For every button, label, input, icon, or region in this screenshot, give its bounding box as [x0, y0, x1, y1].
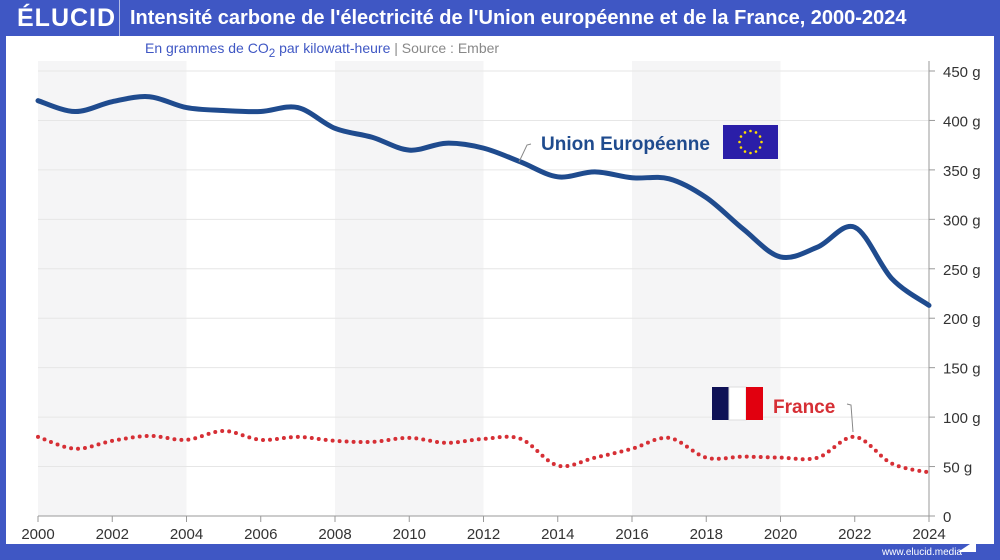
eu-flag-star [758, 135, 762, 138]
y-tick-label: 50 g [943, 460, 972, 477]
x-tick-label: 2014 [541, 526, 574, 543]
x-tick-label: 2004 [170, 526, 203, 543]
x-tick-label: 2020 [764, 526, 797, 543]
y-tick-label: 450 g [943, 64, 981, 81]
series-label-eu: Union Européenne [541, 134, 710, 155]
y-tick-label: 200 g [943, 311, 981, 328]
series-label-france: France [773, 397, 835, 418]
eu-label-leader [518, 143, 532, 163]
eu-flag-star [739, 146, 743, 149]
y-tick-label: 250 g [943, 262, 981, 279]
y-tick-label: 350 g [943, 163, 981, 180]
divider [119, 0, 120, 36]
x-tick-label: 2018 [690, 526, 723, 543]
eu-flag-star [760, 140, 763, 144]
x-tick-label: 2002 [96, 526, 129, 543]
y-tick-label: 100 g [943, 410, 981, 427]
unit-suffix: par kilowatt-heure [275, 40, 391, 56]
x-tick-label: 2024 [912, 526, 945, 543]
eu-flag-star [739, 135, 743, 138]
x-tick-label: 2000 [21, 526, 54, 543]
eu-flag-star [758, 146, 762, 149]
y-tick-label: 0 [943, 509, 951, 526]
y-tick-label: 400 g [943, 113, 981, 130]
eu-flag-star [754, 131, 758, 134]
header: ÉLUCID Intensité carbone de l'électricit… [0, 0, 1000, 36]
y-tick-label: 150 g [943, 361, 981, 378]
source: Source : Ember [401, 40, 500, 56]
unit-prefix: En grammes de CO [145, 40, 269, 56]
chart-title: Intensité carbone de l'électricité de l'… [130, 7, 907, 29]
chart-subtitle: En grammes de CO2 par kilowatt-heure | S… [145, 40, 499, 60]
eu-flag-star [749, 129, 752, 133]
x-tick-label: 2022 [838, 526, 871, 543]
unit-sub: 2 [268, 46, 276, 60]
eu-flag-star [743, 150, 747, 153]
eu-flag-star [749, 151, 752, 155]
x-tick-label: 2006 [244, 526, 277, 543]
x-tick-label: 2012 [467, 526, 500, 543]
y-tick-label: 300 g [943, 212, 981, 229]
x-tick-label: 2010 [393, 526, 426, 543]
france-flag-red [746, 387, 763, 420]
france-label-leader [846, 403, 854, 433]
subtitle-divider: | [394, 40, 398, 56]
shaded-band [335, 61, 484, 516]
elucid-corner-icon [958, 540, 976, 552]
x-tick-label: 2016 [615, 526, 648, 543]
france-flag-white [728, 386, 747, 421]
x-tick-label: 2008 [318, 526, 351, 543]
footer-url[interactable]: www.elucid.media [881, 547, 962, 558]
eu-flag-star [743, 131, 747, 134]
eu-flag-star [754, 150, 758, 153]
eu-flag-star [738, 140, 741, 144]
logo: ÉLUCID [17, 4, 117, 32]
shaded-band [38, 61, 187, 516]
france-flag-icon [712, 387, 729, 420]
